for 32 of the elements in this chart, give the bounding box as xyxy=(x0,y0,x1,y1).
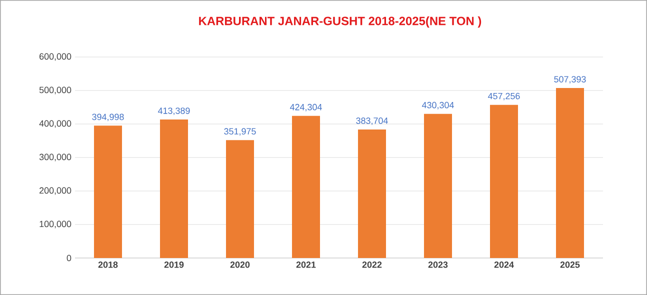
y-tick-label: 400,000 xyxy=(39,120,72,128)
bar xyxy=(424,114,452,258)
x-tick-label: 2024 xyxy=(494,262,514,268)
bar xyxy=(160,120,188,258)
y-tick-label: 0 xyxy=(66,254,72,262)
y-tick-label: 600,000 xyxy=(40,53,72,61)
x-tick-label: 2018 xyxy=(98,262,118,268)
bar xyxy=(226,140,254,258)
chart-title: KARBURANT JANAR-GUSHT 2018-2025(NE TON ) xyxy=(199,16,482,28)
data-label: 457,256 xyxy=(488,92,520,100)
x-tick-label: 2023 xyxy=(428,262,448,268)
x-tick-label: 2019 xyxy=(164,262,184,268)
x-tick-label: 2025 xyxy=(560,262,580,268)
data-label: 383,704 xyxy=(356,118,388,125)
bar xyxy=(556,88,584,258)
bar xyxy=(292,116,320,258)
y-tick-label: 100,000 xyxy=(40,220,72,228)
y-tick-label: 500,000 xyxy=(39,86,72,94)
bar xyxy=(490,104,518,258)
data-label: 394,998 xyxy=(92,114,124,122)
data-label: 430,304 xyxy=(422,102,454,110)
data-label: 424,304 xyxy=(290,104,322,112)
data-label: 351,975 xyxy=(224,128,256,136)
x-tick-label: 2020 xyxy=(230,262,250,268)
bar xyxy=(94,126,122,258)
data-label: 413,389 xyxy=(158,108,190,115)
y-tick-label: 200,000 xyxy=(40,187,72,195)
bar xyxy=(358,129,386,258)
y-tick-label: 300,000 xyxy=(39,154,72,162)
x-tick-label: 2021 xyxy=(296,262,316,268)
x-tick-label: 2022 xyxy=(362,262,382,268)
data-label: 507,393 xyxy=(554,76,586,84)
